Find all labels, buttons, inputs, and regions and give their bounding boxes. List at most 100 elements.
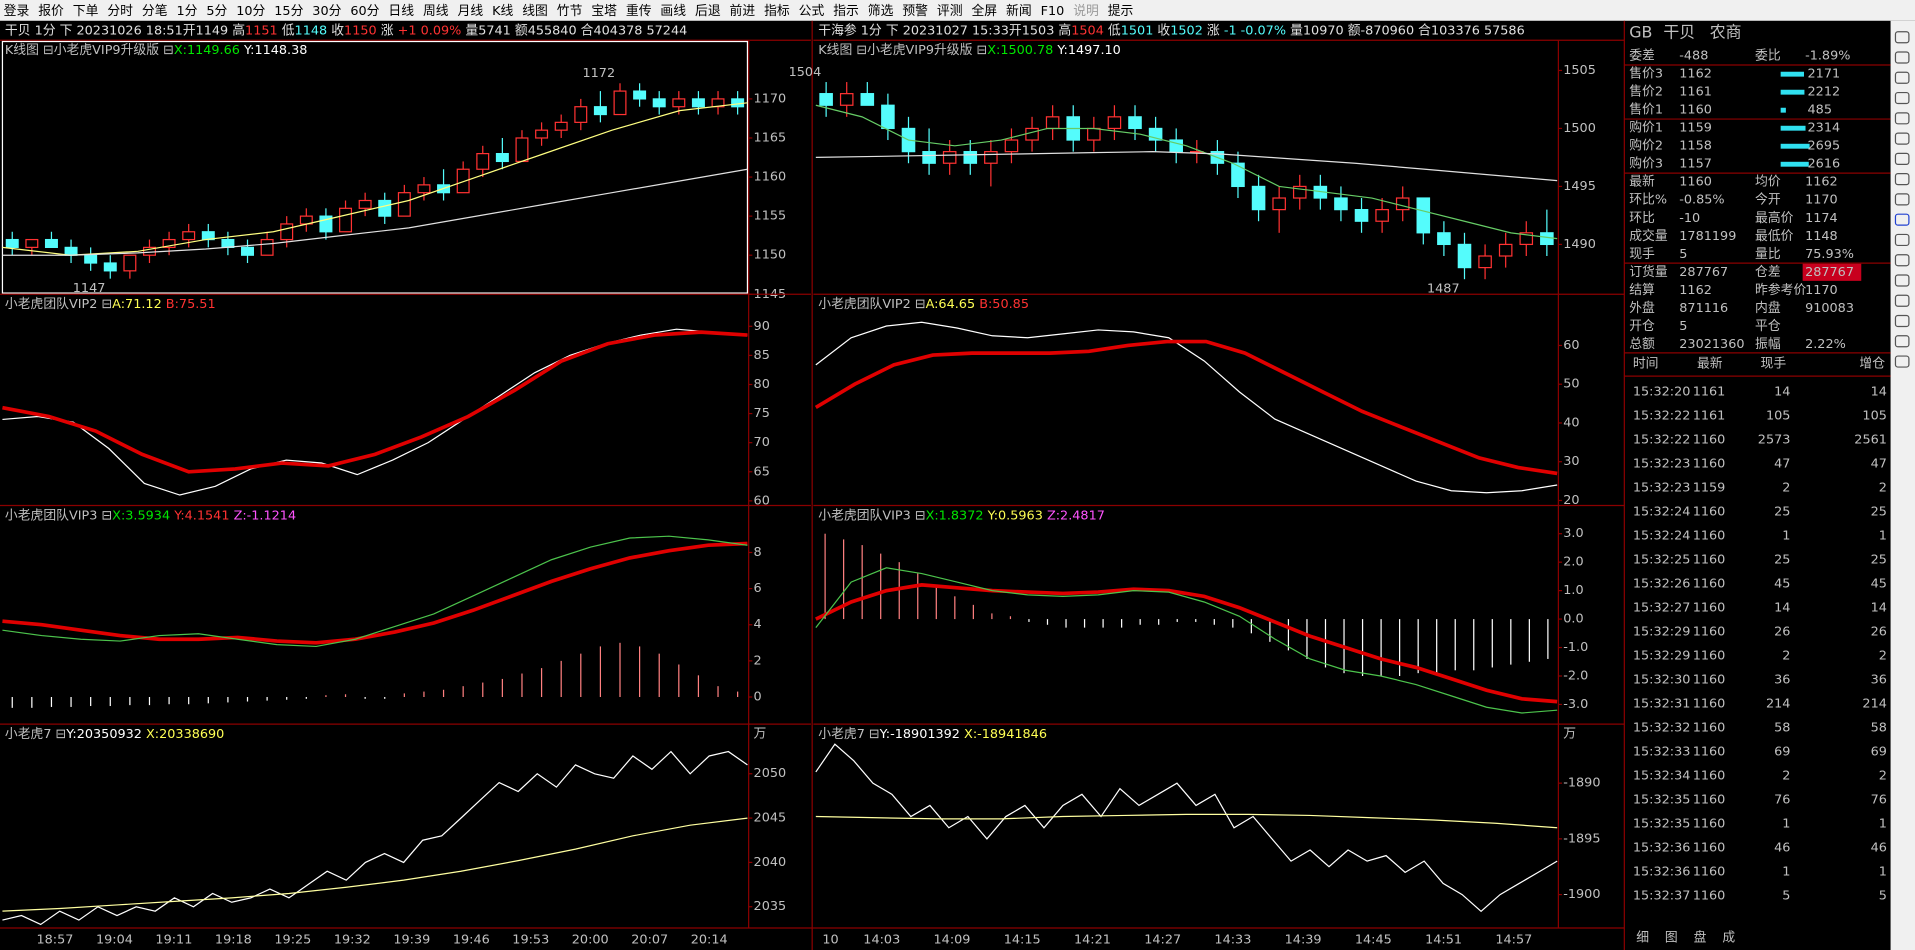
tool-icon[interactable] [1894,355,1910,368]
segment: 1501 [1121,23,1154,38]
menu-item[interactable]: 前进 [730,2,756,18]
candle-body [860,93,875,106]
menu-item[interactable]: 登录 [4,3,30,18]
tool-icon[interactable] [1894,274,1910,287]
candle-body [456,168,470,194]
quote-title: GB [1629,22,1652,41]
menu-item[interactable]: 画线 [660,3,686,18]
menu-item[interactable]: 评测 [937,3,963,18]
menu-item[interactable]: 下单 [73,3,99,18]
menu-item[interactable]: 15分 [274,3,303,18]
tool-icon[interactable] [1894,112,1910,125]
tool-icon[interactable] [1894,294,1910,307]
menu-item[interactable]: 报价 [38,3,64,18]
menu-item[interactable]: 分笔 [142,2,168,18]
menu-item[interactable]: 宝塔 [591,3,617,18]
trade-cell: 25 [1774,504,1790,519]
stat-label: 最新 [1629,174,1655,190]
menu-item[interactable]: 重传 [626,2,652,18]
menu-item[interactable]: K线 [492,3,513,18]
candle-body [881,104,895,130]
y-tick-label: -2.0 [1563,669,1588,684]
trade-cell: 14 [1871,600,1887,615]
menu-item[interactable]: 1分 [176,3,197,18]
tool-icon[interactable] [1894,31,1910,44]
tool-icon[interactable] [1894,254,1910,267]
tool-icon[interactable] [1894,71,1910,84]
stat-value: -0.85% [1679,193,1724,208]
menu-item[interactable]: 新闻 [1006,2,1032,18]
tool-icon[interactable] [1894,335,1910,348]
menu-item[interactable]: 后退 [695,3,721,18]
menu-item[interactable]: 提示 [1108,2,1134,18]
trade-cell: 1160 [1693,840,1726,855]
tool-icon[interactable] [1894,132,1910,145]
menu-item[interactable]: 月线 [458,3,484,18]
tool-icon[interactable] [1894,91,1910,105]
menu-item[interactable]: 公式 [799,3,825,18]
trade-cell: 1160 [1693,672,1726,687]
segment: 涨 [1203,23,1224,38]
trade-cell: 1160 [1693,648,1726,663]
trade-cell: 15:32:23 [1633,456,1691,471]
candle-body [1457,243,1472,269]
menu-item[interactable]: 30分 [312,3,341,18]
volume-bar [1780,161,1809,167]
panel-label: 小老虎团队VIP2 ⊟A:64.65 B:50.85 [818,297,1029,312]
menu-item[interactable]: 说明 [1073,3,1099,18]
y-tick-label: 2.0 [1563,555,1583,570]
tool-icon[interactable] [1894,173,1910,186]
trade-cell: 1 [1879,864,1887,879]
chart-header: 干贝 1分 下 20231026 18:51开1149 高1151 低1148 … [5,22,687,38]
menu-item[interactable]: 筛选 [868,3,894,18]
x-tick-label: 14:27 [1144,933,1181,948]
indicator-line [814,339,1558,476]
y-tick-label: 1495 [1563,179,1596,194]
menu-item[interactable]: 竹节 [557,3,583,18]
menu-item[interactable]: 指示 [833,3,859,18]
menu-item[interactable]: 10分 [236,3,265,18]
trade-cell: 15:32:22 [1633,432,1691,447]
y-tick-label: 70 [754,435,770,450]
candle-body [633,90,647,100]
stat-label: 结算 [1629,283,1655,298]
menu-item[interactable]: 日线 [388,3,414,18]
tool-icon[interactable] [1894,314,1910,328]
trade-cell: 26 [1774,624,1790,639]
tab[interactable]: 细 [1636,930,1649,945]
menu-item[interactable]: 预警 [902,2,928,18]
trade-cell: 15:32:35 [1633,792,1691,807]
menu-item[interactable]: 周线 [423,3,449,18]
menu-item[interactable]: 5分 [206,3,227,18]
trade-cell: 1 [1879,816,1887,831]
trade-cell: 5 [1782,888,1790,903]
tab[interactable]: 图 [1665,930,1678,945]
book-label: 售价1 [1629,102,1663,118]
menu-item[interactable]: 分时 [107,3,133,18]
y-tick-label: 1505 [1563,63,1596,78]
tool-icon[interactable] [1894,213,1910,226]
tool-icon[interactable] [1894,193,1910,206]
tab[interactable]: 盘 [1694,929,1707,945]
tab[interactable]: 成 [1722,930,1735,945]
menu-item[interactable]: 60分 [350,3,379,18]
menu-item[interactable]: 线图 [522,3,548,18]
trade-cell: 1160 [1693,888,1726,903]
menu-item[interactable]: F10 [1041,3,1065,18]
stat-label: 量比 [1755,247,1781,262]
candle-body [25,238,39,249]
menu-item[interactable]: 指标 [764,3,790,18]
tool-icon[interactable] [1894,233,1910,247]
x-tick-label: 19:32 [334,933,371,948]
candle-body [515,137,529,163]
stat-label: 现手 [1629,247,1655,262]
trade-cell: 69 [1774,744,1790,759]
tool-icon[interactable] [1894,51,1910,64]
x-tick-label: 18:57 [36,933,73,948]
menu-item[interactable]: 全屏 [971,2,997,18]
tool-icon[interactable] [1894,152,1910,165]
x-tick-label: 19:25 [274,933,311,948]
candle-body [476,153,490,170]
candle-body [1540,232,1554,246]
